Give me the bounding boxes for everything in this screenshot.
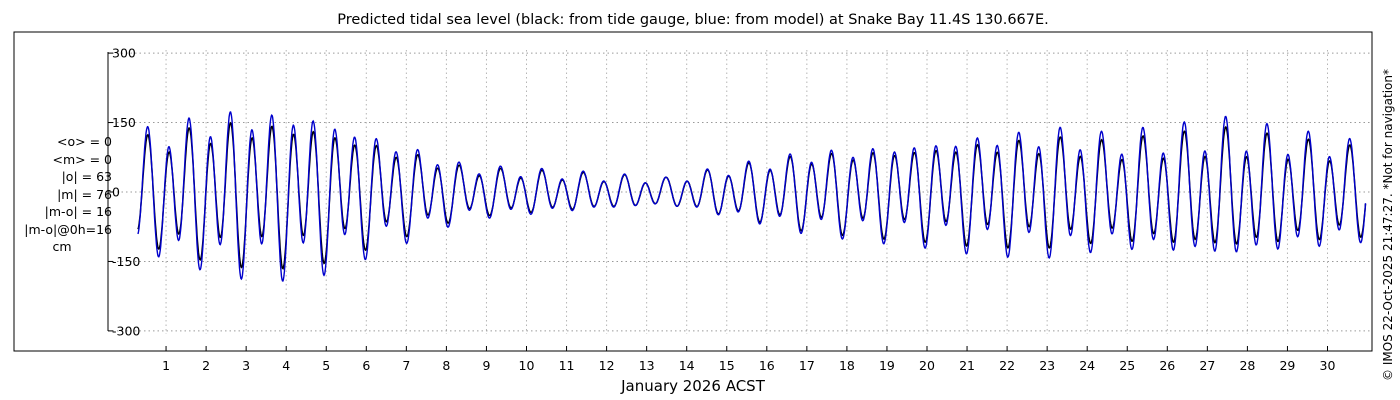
y-tick-label: 150 — [112, 115, 136, 130]
stat-abs-model: |m| = 76 — [57, 186, 112, 202]
x-tick-label: 30 — [1320, 358, 1336, 373]
x-tick-label: 28 — [1239, 358, 1255, 373]
stat-unit: cm — [52, 239, 72, 254]
x-tick-label: 16 — [759, 358, 775, 373]
series-lines — [137, 111, 1367, 282]
stat-abs-difference: |m-o| = 16 — [44, 204, 112, 219]
plot-frame — [13, 31, 1373, 352]
x-tick-label: 15 — [719, 358, 735, 373]
y-tick-label: 300 — [112, 46, 136, 61]
x-tick-label: 27 — [1199, 358, 1215, 373]
x-tick-label: 13 — [639, 358, 655, 373]
x-tick-label: 7 — [402, 358, 410, 373]
stat-mean-model: <m> = 0 — [52, 151, 113, 167]
x-tick-label: 25 — [1119, 358, 1135, 373]
stat-abs-observed: |o| = 63 — [61, 169, 112, 184]
x-tick-label: 3 — [242, 358, 250, 373]
stat-abs-difference-0h: |m-o|@0h=16 — [24, 221, 112, 237]
x-tick-label: 2 — [202, 358, 210, 373]
x-tick-label: 22 — [999, 358, 1015, 373]
x-tick-label: 24 — [1079, 358, 1095, 373]
x-tick-label: 26 — [1159, 358, 1175, 373]
x-ticks: 1 2 3 4 5 6 7 8 9 10 11 12 13 14 15 16 17 18 19 20 21 22 23 24 2… — [162, 346, 1335, 373]
x-tick-label: 12 — [599, 358, 615, 373]
stat-mean-observed: <o> = 0 — [57, 134, 112, 149]
x-tick-label: 29 — [1279, 358, 1295, 373]
x-tick-label: 9 — [482, 358, 490, 373]
x-tick-label: 8 — [442, 358, 450, 373]
x-tick-label: 10 — [519, 358, 535, 373]
x-tick-label: 14 — [679, 358, 695, 373]
y-tick-label: 0 — [112, 185, 120, 200]
x-tick-label: 18 — [839, 358, 855, 373]
y-ticks: -300 -150 0 150 300 — [108, 46, 140, 338]
x-tick-label: 4 — [282, 358, 290, 373]
copyright-footer: © IMOS 22-Oct-2025 21:47:27. *Not for na… — [1381, 69, 1395, 381]
x-tick-label: 6 — [362, 358, 370, 373]
model-series-line — [137, 111, 1367, 282]
y-tick-label: -150 — [112, 254, 140, 269]
chart-title: Predicted tidal sea level (black: from t… — [337, 12, 1049, 28]
x-tick-label: 23 — [1039, 358, 1055, 373]
x-tick-label: 19 — [879, 358, 895, 373]
y-tick-label: -300 — [112, 323, 140, 338]
x-tick-label: 5 — [322, 358, 330, 373]
x-axis-label: January 2026 ACST — [620, 377, 766, 395]
grid-lines — [108, 49, 1372, 335]
x-tick-label: 17 — [799, 358, 815, 373]
x-tick-label: 20 — [919, 358, 935, 373]
x-tick-label: 1 — [162, 358, 170, 373]
x-tick-label: 21 — [959, 358, 975, 373]
statistics-panel: <o> = 0 <m> = 0 |o| = 63 |m| = 76 |m-o| … — [8, 133, 112, 256]
x-tick-label: 11 — [559, 358, 575, 373]
